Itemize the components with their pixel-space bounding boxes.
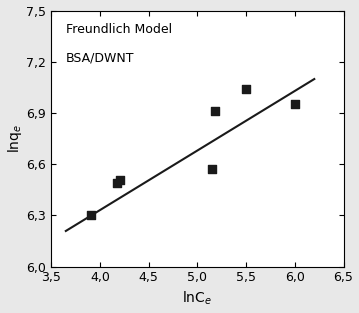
Y-axis label: lnq$_e$: lnq$_e$ bbox=[5, 124, 24, 153]
Text: BSA/DWNT: BSA/DWNT bbox=[66, 52, 134, 64]
Point bbox=[212, 109, 218, 114]
Point bbox=[88, 213, 94, 218]
Point bbox=[117, 177, 123, 182]
Text: Freundlich Model: Freundlich Model bbox=[66, 23, 172, 36]
Point bbox=[115, 181, 120, 186]
Point bbox=[209, 167, 215, 172]
Point bbox=[243, 87, 249, 92]
Point bbox=[292, 102, 298, 107]
X-axis label: lnC$_e$: lnC$_e$ bbox=[182, 290, 213, 307]
